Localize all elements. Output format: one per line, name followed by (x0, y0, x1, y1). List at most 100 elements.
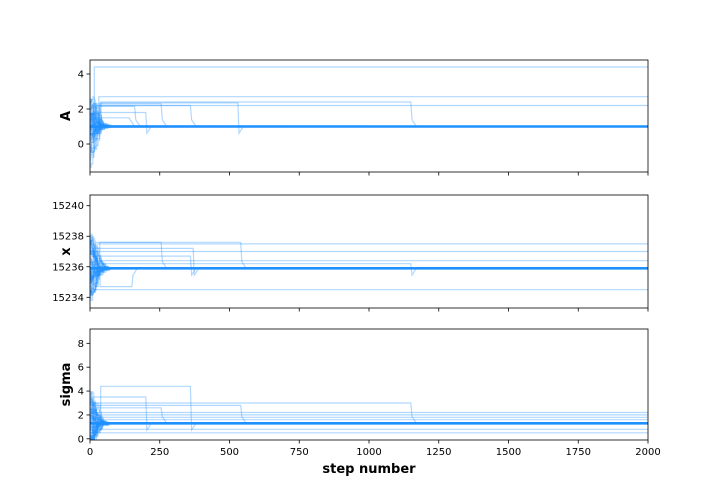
walker-trace (90, 110, 648, 128)
x-tick-label: 250 (150, 447, 169, 458)
walker-trace (90, 240, 648, 270)
walker-trace (90, 98, 648, 127)
walker-trace (90, 407, 648, 424)
y-tick-label: 8 (78, 339, 84, 350)
walker-trace (91, 422, 648, 440)
walker-trace (90, 125, 648, 153)
walker-trace (90, 233, 648, 270)
walker-trace (90, 421, 648, 440)
y-tick-label: 15236 (52, 262, 84, 273)
walker-trace (90, 267, 648, 290)
walker-trace (90, 266, 648, 291)
x-tick-label: 1000 (356, 447, 381, 458)
y-tick-label: 15234 (52, 293, 84, 304)
walker-trace (90, 124, 648, 143)
y-tick-label: 2 (78, 410, 84, 421)
walker-trace (90, 117, 648, 131)
walker-traces (90, 385, 648, 440)
walker-trace (90, 125, 648, 152)
walker-trace (90, 431, 648, 434)
walker-trace (90, 119, 648, 131)
walker-trace (90, 125, 648, 142)
walker-trace (90, 255, 648, 277)
walker-trace (90, 241, 648, 269)
walker-trace (90, 66, 648, 123)
walker-trace (90, 124, 648, 138)
walker-trace (90, 125, 648, 155)
walker-trace (90, 267, 648, 295)
y-tick-label: 0 (78, 434, 84, 445)
y-axis-label: x (59, 247, 74, 256)
walker-trace (90, 267, 648, 296)
walker-trace (90, 266, 648, 296)
walker-trace (90, 263, 648, 284)
walker-trace (90, 235, 648, 270)
walker-trace (90, 404, 648, 425)
walker-trace (90, 250, 648, 270)
walker-trace (90, 409, 648, 425)
x-tick-label: 500 (220, 447, 239, 458)
walker-trace (90, 391, 648, 425)
walker-trace (90, 422, 648, 432)
walker-trace (90, 112, 648, 127)
x-tick-label: 750 (290, 447, 309, 458)
y-tick-label: 4 (78, 70, 84, 81)
walker-traces (90, 66, 648, 168)
walker-trace (91, 422, 648, 440)
walker-trace (90, 414, 648, 419)
walker-trace (90, 417, 648, 430)
walker-trace (90, 103, 648, 144)
walker-trace (90, 125, 648, 153)
walker-trace (90, 113, 648, 128)
y-tick-label: 15238 (52, 232, 84, 243)
y-axis-label: A (59, 111, 74, 121)
walker-trace (90, 104, 648, 125)
walker-trace (90, 255, 648, 276)
walker-trace (90, 125, 648, 161)
walker-trace (90, 112, 648, 128)
walker-trace (90, 126, 648, 154)
walker-trace (90, 267, 648, 288)
walker-trace (90, 125, 648, 168)
walker-trace (90, 241, 648, 269)
y-tick-label: 6 (78, 363, 84, 374)
walker-trace (90, 422, 648, 440)
walker-trace (90, 268, 648, 291)
x-tick-label: 1500 (496, 447, 521, 458)
walker-trace (90, 267, 648, 283)
walker-trace (90, 422, 648, 440)
walker-trace (90, 267, 648, 296)
walker-trace (90, 102, 648, 130)
walker-trace (90, 109, 648, 128)
walker-trace (93, 422, 648, 440)
axes-frame (89, 59, 649, 173)
walker-trace (90, 123, 648, 151)
y-axis-label: sigma (59, 363, 74, 407)
walker-trace (90, 243, 648, 273)
y-tick-label: 0 (78, 140, 84, 151)
walker-trace (90, 422, 648, 440)
walker-trace (90, 97, 648, 128)
walker-trace (90, 102, 648, 128)
walker-trace (90, 411, 648, 417)
y-tick-label: 4 (78, 387, 84, 398)
walker-trace (93, 422, 648, 440)
walker-trace (90, 267, 648, 288)
walker-trace (90, 250, 648, 277)
walker-trace (90, 108, 648, 128)
walker-trace (90, 255, 648, 262)
walker-trace (90, 239, 648, 271)
walker-trace (90, 241, 648, 269)
panel-A: 0 2 4 A (59, 59, 649, 176)
walker-trace (90, 241, 648, 269)
walker-trace (90, 393, 648, 426)
walker-trace (90, 266, 648, 299)
x-tick-label: 1250 (426, 447, 451, 458)
walker-trace (90, 391, 648, 425)
walker-trace (90, 101, 648, 135)
walker-trace (90, 119, 648, 136)
panel-sigma: 0 2 4 6 8 0 250 500 750 1000 1250 1500 1750 2000 sigma (59, 328, 661, 458)
x-tick-label: 1750 (566, 447, 591, 458)
walker-trace (90, 267, 648, 302)
